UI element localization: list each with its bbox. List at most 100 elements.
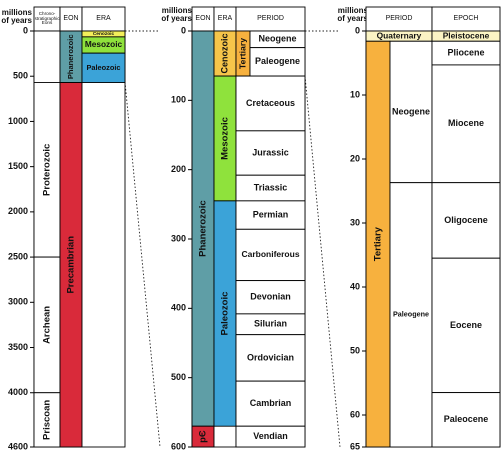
column-header-box: PERIOD [257, 15, 284, 23]
column-header: EON [63, 15, 79, 23]
tick-label: 50 [350, 345, 360, 355]
interval-label: Priscoan [42, 400, 53, 440]
interval-label: Oligocene [444, 215, 488, 225]
tick-label: 300 [171, 233, 186, 243]
interval-label: Mesozoic [220, 117, 231, 160]
tick-label: 500 [171, 372, 186, 382]
interval-block [33, 82, 61, 258]
column-header-box: EON [63, 15, 79, 23]
interval-label: Paleogene [393, 310, 429, 319]
column-header: PERIOD [385, 15, 413, 23]
interval-label: Tertiary [373, 226, 384, 261]
tick-label: 60 [350, 409, 360, 419]
tick-label: 100 [171, 95, 186, 105]
column-header: EPOCH [453, 15, 479, 23]
interval-label: Ordovician [247, 352, 294, 362]
connector-bottom [304, 75, 341, 448]
interval-block [389, 182, 433, 448]
interval-block [431, 182, 501, 259]
interval-block [389, 40, 433, 184]
tick-label: 2500 [8, 251, 28, 261]
column-header-box: ERA [217, 15, 233, 23]
tick-label: 20 [350, 153, 360, 163]
tick-label: 200 [171, 164, 186, 174]
interval-block [235, 228, 306, 282]
tick-label: 0 [23, 25, 28, 35]
interval-label: Tertiary [237, 38, 247, 69]
tick-label: 500 [13, 71, 28, 81]
interval-label: Paleocene [444, 414, 489, 424]
interval-label: Devonian [250, 292, 291, 302]
tick-label: 10 [350, 89, 360, 99]
tick-label: 4000 [8, 387, 28, 397]
axis-label-box: millions of years [161, 5, 192, 23]
interval-label: Mesozoic [85, 39, 123, 49]
interval-block [249, 47, 306, 77]
tick-label: 0 [355, 25, 360, 35]
interval-block [235, 334, 306, 382]
interval-label: Phanerozoic [66, 34, 75, 79]
column-header: PERIOD [257, 15, 284, 23]
interval-label: Paleozoic [220, 292, 231, 336]
column-frame [81, 30, 126, 448]
tick-label: 0 [181, 25, 186, 35]
interval-label: Archean [42, 306, 53, 344]
interval-label: pЄ [198, 430, 209, 443]
tick-label: 3000 [8, 297, 28, 307]
tick-label: 1000 [8, 116, 28, 126]
interval-label: Pliocene [447, 47, 484, 57]
column-header-box: PERIOD [385, 15, 413, 23]
column-header-box: ERA [96, 15, 111, 23]
column-header: ERA [96, 15, 111, 23]
axis-label: millions of years [1, 7, 32, 25]
interval-label: Pleistocene [443, 30, 490, 40]
column-header-box: EPOCH [453, 15, 479, 23]
connector-bottom [124, 81, 161, 448]
interval-block [235, 200, 306, 230]
axis-label-box: millions of years [1, 7, 32, 25]
axis-label: millions of years [337, 5, 368, 23]
axis-label-box: millions of years [337, 5, 368, 23]
tick-label: 30 [350, 217, 360, 227]
interval-label: Miocene [448, 118, 484, 128]
tick-label: 400 [171, 303, 186, 313]
interval-label: Neogene [258, 34, 296, 44]
interval-label: Jurassic [252, 147, 289, 157]
column-header: ERA [217, 15, 233, 23]
header-cell [431, 6, 501, 32]
interval-label: Silurian [254, 319, 287, 329]
interval-label: Cenozoic [219, 34, 229, 74]
column-header: EON [195, 15, 211, 23]
header-cell [81, 6, 126, 32]
interval-block [431, 257, 501, 394]
group-block [365, 40, 391, 448]
interval-label: Carboniferous [241, 249, 299, 259]
interval-label: Cretaceous [246, 98, 295, 108]
interval-label: Quaternary [377, 30, 422, 40]
interval-label: Paleogene [255, 56, 300, 66]
interval-label: Neogene [392, 106, 430, 116]
interval-block [81, 52, 126, 83]
interval-label: Eocene [450, 320, 482, 330]
tick-label: 2000 [8, 206, 28, 216]
interval-block [431, 392, 501, 448]
tick-label: 40 [350, 281, 360, 291]
tick-label: 4600 [8, 441, 28, 451]
interval-label: Cenozoic [93, 31, 115, 37]
interval-block [235, 380, 306, 427]
interval-label: Vendian [253, 431, 288, 441]
interval-label: Cambrian [250, 398, 292, 408]
tick-label: 600 [171, 441, 186, 451]
axis-label: millions of years [161, 5, 192, 23]
interval-block [431, 64, 501, 184]
column-header-box: Chrono-stratigraphic Eons [35, 11, 60, 25]
tick-label: 65 [350, 441, 360, 451]
interval-label: Phanerozoic [198, 200, 209, 257]
interval-block [235, 174, 306, 202]
interval-label: Permian [253, 209, 289, 219]
interval-label: Paleozoic [86, 63, 120, 72]
column-header-box: EON [195, 15, 211, 23]
interval-label: Precambrian [66, 236, 77, 294]
connectors [124, 30, 341, 448]
